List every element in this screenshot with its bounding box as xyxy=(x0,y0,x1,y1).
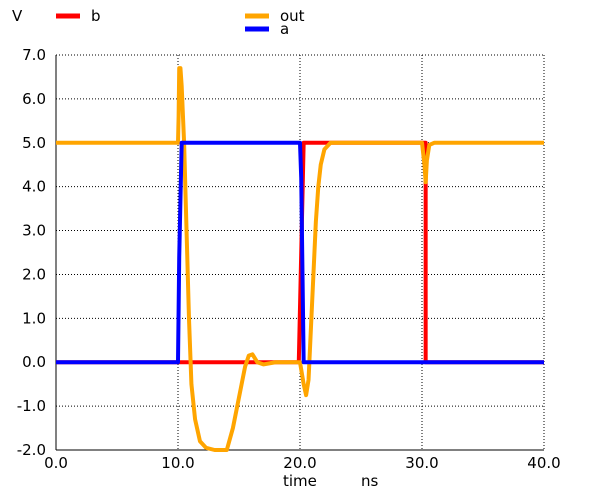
y-tick-label: 0.0 xyxy=(22,353,46,371)
x-axis-unit: ns xyxy=(361,472,379,490)
series-line-a xyxy=(56,140,544,365)
y-tick-label: 3.0 xyxy=(22,222,46,240)
y-tick-label: 1.0 xyxy=(22,309,46,327)
series-lines xyxy=(56,66,544,452)
y-tick-label: -1.0 xyxy=(17,397,46,415)
y-tick-label: 6.0 xyxy=(22,90,46,108)
x-tick-label: 40.0 xyxy=(527,454,560,472)
y-tick-label: 2.0 xyxy=(22,265,46,283)
series-line-out xyxy=(56,66,544,452)
y-tick-label: 5.0 xyxy=(22,134,46,152)
y-tick-label: -2.0 xyxy=(17,441,46,459)
y-axis-label: V xyxy=(12,7,23,25)
x-tick-label: 30.0 xyxy=(405,454,438,472)
legend-label-b: b xyxy=(91,7,101,25)
y-tick-label: 7.0 xyxy=(22,46,46,64)
x-axis-label: time xyxy=(283,472,317,490)
x-tick-label: 10.0 xyxy=(161,454,194,472)
tick-labels: 0.0 10.0 20.0 30.0 40.0 -2.0 -1.0 0.0 1.0 2.0 3.0 4… xyxy=(17,46,561,472)
y-tick-label: 4.0 xyxy=(22,178,46,196)
legend-label-a: a xyxy=(280,20,289,38)
legend-label-out: out xyxy=(280,7,305,25)
x-tick-label: 0.0 xyxy=(44,454,68,472)
x-tick-label: 20.0 xyxy=(283,454,316,472)
